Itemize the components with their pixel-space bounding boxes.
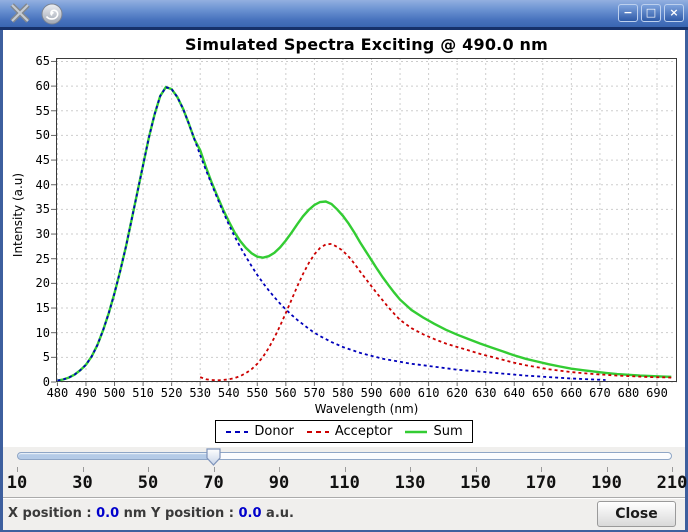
x-tick-label: 520: [160, 386, 183, 400]
x-tick-label: 500: [103, 386, 126, 400]
slider-tick-label: 50: [137, 473, 159, 493]
x-tick-label: 610: [417, 386, 440, 400]
x-position-label: X position :: [8, 506, 92, 521]
status-text: X position : 0.0 nm Y position : 0.0 a.u…: [8, 506, 294, 521]
y-tick-label: 15: [35, 301, 50, 316]
legend-box: Donor Acceptor Sum: [215, 420, 473, 443]
series-sum: [57, 85, 672, 382]
x-tick-label: 560: [274, 386, 297, 400]
slider-tick-mark: [541, 467, 542, 472]
slider-track[interactable]: [17, 452, 672, 460]
slider-panel: 10 30 50 70 90 110 130 150 170 190 210: [3, 447, 688, 497]
legend-item-donor: Donor: [225, 424, 294, 439]
window-controls: − □ ×: [618, 4, 684, 22]
plot-area[interactable]: [51, 58, 677, 386]
y-axis-title: Intensity (a.u): [11, 172, 25, 258]
x-tick-label: 680: [617, 386, 640, 400]
y-tick-label: 5: [42, 350, 50, 365]
legend-line-sample-icon: [306, 430, 329, 433]
slider-tick-mark: [148, 467, 149, 472]
slider-tick-mark: [606, 467, 608, 472]
y-tick-label: 30: [35, 227, 50, 242]
slider-tick-mark: [344, 467, 346, 472]
x-tick-label: 660: [560, 386, 583, 400]
x-tick-label: 550: [246, 386, 269, 400]
legend-line-sample-icon: [405, 430, 428, 433]
slider-tick-label: 70: [203, 473, 224, 493]
slider-tick-label: 210: [656, 473, 688, 493]
x-tick-label: 650: [531, 386, 554, 400]
series-acceptor: [199, 242, 672, 382]
legend: Donor Acceptor Sum: [3, 420, 685, 443]
slider-tick-label: 130: [394, 473, 426, 493]
slider-tick-label: 30: [72, 473, 93, 493]
series-donor: [57, 86, 606, 382]
x-position-unit: nm: [123, 506, 147, 521]
y-position-label: Y position :: [151, 506, 234, 521]
titlebar[interactable]: − □ ×: [0, 0, 688, 30]
x-tick-label: 580: [332, 386, 354, 400]
app-swirl-icon: [40, 2, 64, 30]
y-tick-label: 60: [35, 79, 50, 94]
legend-label: Acceptor: [334, 424, 393, 439]
y-tick-label: 20: [35, 276, 50, 291]
slider-tick-mark: [410, 467, 411, 472]
y-tick-label: 35: [35, 202, 50, 217]
y-tick-label: 50: [35, 128, 50, 143]
y-tick-label: 0: [42, 375, 50, 389]
maximize-button[interactable]: □: [641, 4, 661, 22]
slider-thumb[interactable]: [206, 448, 221, 466]
slider-tick-label: 90: [268, 473, 290, 493]
x-tick-label: 600: [389, 386, 411, 400]
y-tick-label: 10: [35, 325, 50, 340]
legend-line-sample-icon: [226, 430, 249, 433]
slider-tick-mark: [475, 467, 477, 472]
slider-tick-mark: [672, 467, 673, 472]
chart-title: Simulated Spectra Exciting @ 490.0 nm: [184, 35, 549, 54]
slider-tick-label: 150: [460, 473, 491, 493]
x-tick-label: 620: [446, 386, 468, 400]
x-tick-label: 480: [46, 386, 69, 400]
y-position-value: 0.0: [238, 506, 262, 521]
slider-tick-mark: [213, 467, 215, 472]
window-content: Simulated Spectra Exciting @ 490.0 nm 48…: [0, 30, 688, 532]
legend-label: Sum: [433, 424, 463, 439]
legend-item-sum: Sum: [404, 424, 463, 439]
slider-tick-mark: [279, 467, 280, 472]
chart-panel: Simulated Spectra Exciting @ 490.0 nm 48…: [3, 30, 685, 447]
slider-tick-label: 190: [591, 473, 622, 493]
slider-tick-label: 170: [525, 473, 557, 493]
x-tick-label: 640: [503, 386, 526, 400]
x-tick-label: 690: [646, 386, 668, 400]
x-tick-label: 570: [303, 386, 326, 400]
y-tick-label: 25: [35, 251, 50, 266]
x-position-value: 0.0: [96, 506, 120, 521]
minimize-button[interactable]: −: [618, 4, 638, 22]
y-tick-label: 55: [35, 103, 50, 118]
x-tick-label: 510: [132, 386, 154, 400]
x-tick-label: 530: [189, 386, 212, 400]
y-tick-label: 45: [35, 153, 50, 168]
y-tick-label: 40: [35, 177, 50, 192]
slider-tick-label: 110: [329, 473, 360, 493]
y-tick-label: 65: [35, 54, 50, 69]
legend-item-acceptor: Acceptor: [306, 424, 393, 439]
status-bar: X position : 0.0 nm Y position : 0.0 a.u…: [3, 497, 685, 530]
close-window-button[interactable]: ×: [664, 4, 684, 22]
slider-tick-label: 10: [6, 473, 28, 493]
y-position-unit: a.u.: [266, 506, 294, 521]
x-tick-label: 590: [360, 386, 383, 400]
x-tick-label: 630: [474, 386, 497, 400]
x11-logo-icon: [7, 2, 33, 28]
x-tick-label: 490: [75, 386, 97, 400]
x-tick-label: 670: [589, 386, 611, 400]
slider-tick-mark: [17, 467, 18, 472]
legend-label: Donor: [254, 424, 294, 439]
x-axis-title: Wavelength (nm): [314, 402, 419, 416]
slider-tick-mark: [82, 467, 84, 472]
close-button[interactable]: Close: [597, 501, 676, 527]
x-tick-label: 540: [217, 386, 240, 400]
